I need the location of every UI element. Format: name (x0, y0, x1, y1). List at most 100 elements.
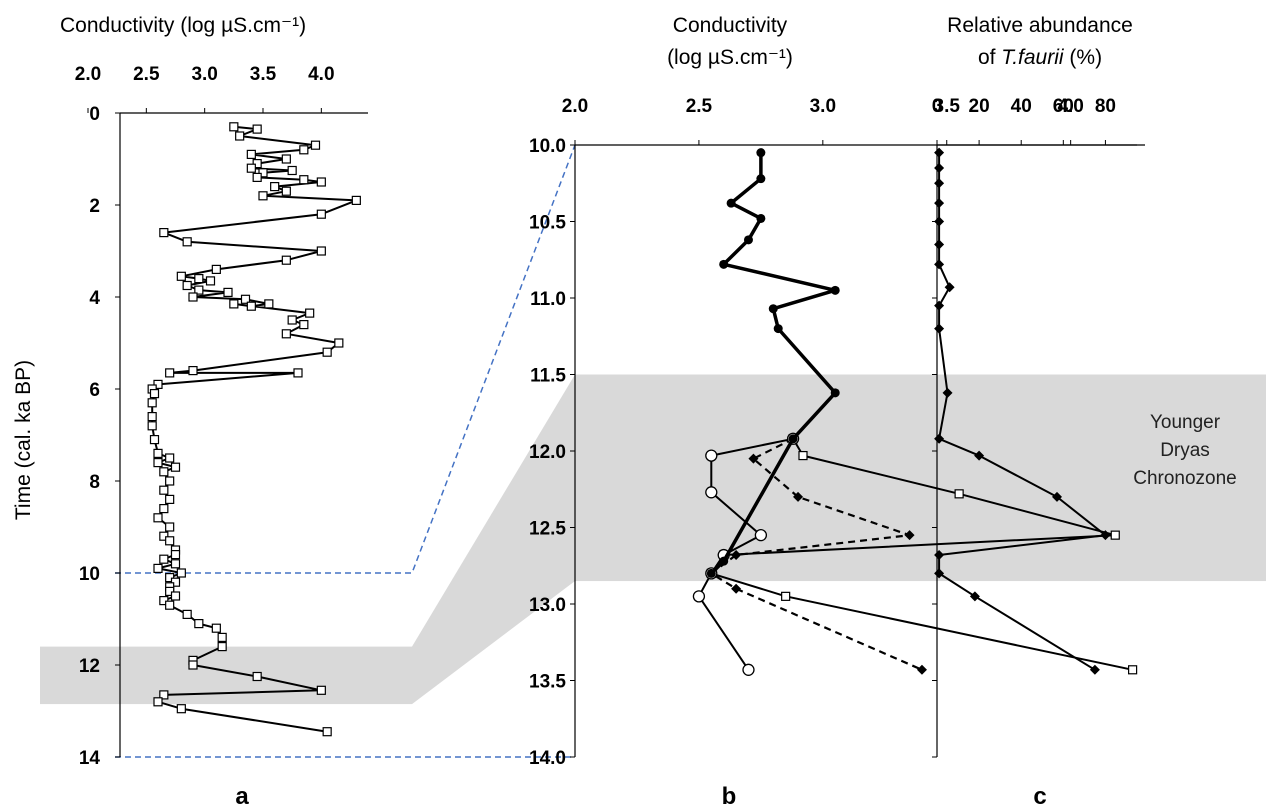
data-point-square (194, 285, 204, 295)
panel-b-y-tick-label: 12.5 (529, 519, 566, 540)
data-point-square (159, 690, 169, 700)
data-point-square (165, 368, 175, 378)
data-point-square (153, 379, 163, 389)
annotation-line-3: Chronozone (1133, 468, 1237, 489)
panel-c-title-line1: Relative abundance (947, 14, 1133, 37)
data-point-diamond (793, 491, 804, 502)
panel-c-x-tick-label: 80 (1095, 96, 1116, 117)
data-point-square (159, 467, 169, 477)
shade-connector (412, 374, 575, 705)
panel-c-label: c (1033, 783, 1046, 810)
data-point-square (798, 450, 808, 461)
data-point-diamond (934, 568, 945, 579)
panel-c-x-tick-label: 40 (1011, 96, 1032, 117)
panel-b-x-tick-label: 3.5 (934, 96, 961, 117)
data-point-square (194, 618, 204, 629)
data-point-filled-circle (768, 304, 778, 314)
panel-c-series (934, 147, 1111, 675)
panel-a-y-tick-label: 8 (89, 472, 100, 493)
data-point-square (170, 559, 181, 569)
data-point-filled-circle (756, 174, 766, 184)
data-point-square (182, 280, 192, 291)
data-point-square (165, 536, 175, 546)
data-point-square (252, 172, 262, 182)
data-point-square (147, 421, 157, 431)
panel-b-x-tick-label: 3.0 (810, 96, 836, 117)
data-point-open-circle (692, 590, 706, 603)
panel-c-x-tick-label: 0 (932, 96, 943, 117)
data-point-filled-circle (719, 259, 729, 269)
panel-a-chart: Conductivity (log µS.cm⁻¹) 2.0 2.5 3.0 3.5 4… (12, 14, 368, 810)
data-point-diamond (942, 387, 953, 398)
data-point-open-circle (742, 663, 755, 676)
data-point-open-circle (705, 449, 718, 462)
data-point-filled-circle (726, 198, 736, 208)
panel-b-y-tick-label: 10.0 (529, 136, 566, 157)
panel-b-x-tick-label: 2.0 (562, 96, 588, 117)
data-point-square (287, 165, 297, 176)
data-point-filled-circle (706, 568, 716, 578)
data-point-square (188, 292, 198, 302)
data-point-square (252, 671, 262, 682)
annotation-line-2: Dryas (1160, 440, 1210, 461)
data-point-square (270, 182, 280, 192)
data-point-diamond (934, 300, 945, 311)
data-point-square (188, 366, 198, 376)
data-point-diamond (934, 162, 945, 173)
data-point-filled-circle (743, 235, 753, 245)
panel-b-chart: Conductivity (log µS.cm⁻¹) 2.0 2.5 3.0 3.5 4… (529, 14, 1145, 810)
data-point-diamond (904, 530, 915, 541)
data-point-filled-circle (830, 388, 840, 398)
shade-panel-bc (575, 374, 1266, 582)
data-point-filled-circle (788, 434, 798, 444)
data-point-square (281, 186, 291, 196)
panel-c-x-tick-label: 20 (969, 96, 990, 117)
panel-a-axes (87, 108, 368, 758)
data-point-square (316, 177, 326, 187)
data-point-filled-circle (773, 324, 783, 334)
data-point-square (153, 697, 163, 707)
data-point-square (147, 398, 157, 408)
data-point-filled-circle (830, 285, 840, 295)
data-point-diamond (944, 282, 955, 293)
data-point-square (153, 458, 163, 468)
data-point-square (293, 368, 303, 378)
data-point-diamond (934, 216, 945, 227)
data-point-square (316, 246, 326, 256)
data-point-square (149, 435, 160, 445)
panel-a-x-tick-label: 4.0 (308, 64, 334, 85)
data-point-square (205, 276, 216, 286)
data-point-square (246, 149, 256, 159)
panel-c-title-suffix: (%) (1064, 46, 1103, 69)
data-point-square (165, 494, 175, 504)
panel-a-x-tick-label: 3.0 (191, 64, 217, 85)
panel-b-y-ticks: 10.0 10.5 11.0 11.5 12.0 12.5 13.0 13.5 14.0 (529, 136, 566, 769)
panel-a-y-tick-label: 10 (79, 564, 100, 585)
panel-b-y-tick-label: 13.5 (529, 672, 566, 693)
data-point-square (240, 294, 251, 304)
panel-b-label: b (722, 783, 737, 810)
data-point-square (159, 485, 169, 495)
panel-b-y-tick-label: 13.0 (529, 595, 566, 616)
panel-b-x-tick-label: 2.5 (686, 96, 713, 117)
data-point-diamond (731, 583, 742, 594)
data-point-diamond (916, 664, 927, 675)
data-point-filled-circle (756, 213, 766, 223)
data-point-square (165, 572, 175, 583)
data-point-square (264, 299, 274, 309)
panel-a-x-tick-label: 2.5 (133, 64, 160, 85)
panel-c-title-line2: of T.faurii (%) (978, 46, 1102, 69)
data-point-square (176, 568, 186, 578)
data-point-square (235, 131, 245, 141)
data-point-diamond (934, 433, 945, 444)
series-line (710, 437, 923, 671)
data-point-square (299, 320, 309, 330)
data-point-square (305, 308, 315, 318)
panel-b-x-tick-label: 4.0 (1057, 96, 1083, 117)
younger-dryas-shading (40, 374, 1266, 705)
panel-a-x-tick-label: 3.5 (250, 64, 277, 85)
panel-b-y-tick-label: 10.5 (529, 213, 566, 234)
data-point-square (153, 513, 163, 523)
panel-a-y-ticks: 0 2 4 6 8 10 12 14 (79, 104, 101, 769)
